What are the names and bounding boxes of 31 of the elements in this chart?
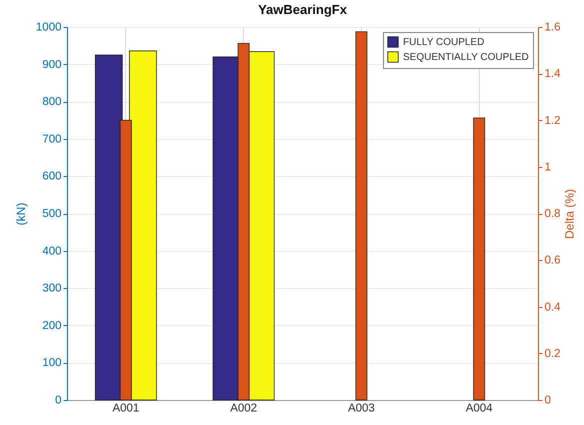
x-tick-label: A003 (348, 402, 375, 414)
x-tick-label: A004 (466, 402, 494, 414)
y2-tick-label: 0.2 (544, 348, 560, 360)
bar (355, 31, 368, 400)
y-tick-label: 100 (42, 357, 62, 370)
chart-title: YawBearingFx (258, 2, 348, 17)
y2-tick-label: 1.6 (544, 22, 560, 34)
y2-tick-label: 0 (544, 394, 551, 406)
y-tick-label: 500 (42, 208, 62, 220)
y-tick-label: 300 (42, 282, 62, 295)
y-tick-label: 0 (55, 394, 62, 406)
y2-tick-label: 0.6 (544, 254, 560, 267)
y2-tick-label: 1.2 (544, 114, 560, 127)
y2-tick-label: 1 (544, 161, 551, 174)
y2-axis-title: Delta (%) (562, 188, 576, 240)
y-tick-label: 800 (42, 96, 62, 108)
bar (473, 118, 486, 400)
x-tick-label: A002 (230, 402, 258, 414)
y2-tick-label: 0.4 (544, 301, 562, 314)
y-tick-label: 400 (42, 245, 62, 258)
x-tick-label: A001 (112, 402, 140, 414)
legend-label: SEQUENTIALLY COUPLED (403, 52, 529, 63)
legend-label: FULLY COUPLED (403, 37, 484, 48)
y-tick-label: 1000 (36, 22, 62, 34)
y-tick-label: 600 (42, 170, 62, 183)
y-axis-title: (kN) (14, 202, 28, 226)
y-tick-label: 900 (42, 58, 62, 71)
y2-tick-label: 0.8 (544, 208, 560, 220)
y2-tick-label: 1.4 (544, 68, 562, 80)
y-tick-label: 200 (42, 320, 62, 332)
y-tick-label: 700 (42, 133, 62, 146)
